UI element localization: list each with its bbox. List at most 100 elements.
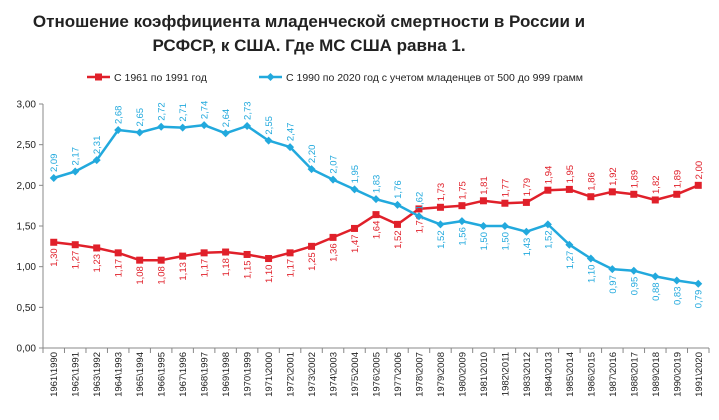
x-category-label: 1984\2013 <box>543 352 554 397</box>
series-2-data-label: 1,62 <box>414 192 425 211</box>
y-tick-label: 0,00 <box>17 344 37 355</box>
series-2-data-label: 0,83 <box>672 286 683 305</box>
series-1-marker <box>522 198 530 206</box>
series-2-data-label: 1,27 <box>565 251 576 270</box>
series-1-data-label: 1,71 <box>414 215 425 234</box>
series-2-marker <box>92 156 101 165</box>
x-category-label: 1964\1993 <box>114 352 125 397</box>
series-1-marker <box>479 197 487 205</box>
x-category-label: 1962\1991 <box>71 352 82 397</box>
series-1-data-label: 1,92 <box>608 167 619 186</box>
x-category-label: 1971\2000 <box>264 352 275 397</box>
series-2-marker <box>414 212 423 221</box>
x-category-label: 1970\1999 <box>243 352 254 397</box>
legend-swatch-marker-1 <box>95 73 102 81</box>
series-2-marker <box>135 128 144 137</box>
x-category-label: 1968\1997 <box>200 352 211 397</box>
x-category-label: 1987\2016 <box>608 352 619 397</box>
series-2-marker <box>629 266 638 275</box>
series-1-data-label: 1,27 <box>71 251 82 270</box>
series-2-marker <box>49 174 58 183</box>
series-1-marker <box>415 205 423 213</box>
series-1-data-label: 1,77 <box>500 179 511 197</box>
series-1-data-label: 1,81 <box>479 176 490 195</box>
series-1-marker <box>393 220 401 228</box>
x-category-label: 1980\2009 <box>457 352 468 397</box>
series-1-marker <box>71 241 79 249</box>
series-2-data-label: 1,76 <box>393 180 404 199</box>
series-2-marker <box>694 279 703 288</box>
series-2-data-label: 2,47 <box>286 123 297 142</box>
series-2-marker <box>372 195 380 204</box>
legend-label-1: С 1961 по 1991 год <box>114 72 207 84</box>
series-2-marker <box>436 220 445 229</box>
series-2-marker <box>114 126 123 135</box>
series-1-marker <box>565 185 573 193</box>
series-2-data-label: 2,72 <box>157 102 168 121</box>
series-1-marker <box>372 211 380 219</box>
series-1-data-label: 1,10 <box>264 265 275 284</box>
y-tick-label: 0,50 <box>17 303 37 314</box>
series-1-data-label: 1,95 <box>565 165 576 184</box>
series-2-marker <box>243 121 252 130</box>
legend-swatch-marker-2 <box>266 73 275 81</box>
series-2-data-label: 2,09 <box>49 154 60 173</box>
series-1-marker <box>200 249 208 257</box>
series-1-marker <box>329 233 337 241</box>
series-2-data-label: 1,50 <box>479 232 490 251</box>
series-1-data-label: 1,36 <box>329 243 340 261</box>
series-2-data-label: 1,56 <box>457 227 468 246</box>
x-category-label: 1990\2019 <box>672 352 683 397</box>
series-1-marker <box>458 202 466 210</box>
series-1-data-label: 1,86 <box>586 172 597 191</box>
chart-title-line-1: Отношение коэффициента младенческой смер… <box>33 12 585 31</box>
series-2-data-label: 2,31 <box>92 136 103 155</box>
series-2-data-label: 1,50 <box>500 232 511 251</box>
series-2-marker <box>307 165 316 174</box>
series-1-data-label: 1,25 <box>307 252 318 270</box>
x-category-label: 1974\2003 <box>329 352 340 397</box>
series-1-data-label: 1,47 <box>350 234 361 253</box>
series-2-marker <box>479 222 488 230</box>
series-2-data-label: 2,07 <box>329 155 340 174</box>
series-1-data-label: 1,52 <box>393 230 404 249</box>
series-1-marker <box>286 249 294 257</box>
series-1-marker <box>608 188 616 196</box>
series-2-data-label: 0,79 <box>694 290 705 309</box>
series-2-data-label: 2,65 <box>135 108 146 127</box>
x-category-label: 1977\2006 <box>393 352 404 397</box>
y-tick-label: 3,00 <box>17 100 37 111</box>
series-2-marker <box>71 167 80 176</box>
x-category-label: 1991\2020 <box>694 352 705 397</box>
series-1-marker <box>50 238 58 246</box>
series-2-marker <box>264 136 273 145</box>
x-category-label: 1972\2001 <box>286 352 297 397</box>
series-2-marker <box>565 240 574 249</box>
series-2-data-label: 1,43 <box>522 238 533 257</box>
series-2-data-label: 1,95 <box>350 165 361 184</box>
series-1-data-label: 1,18 <box>221 258 232 277</box>
series-1-marker <box>651 196 659 204</box>
series-1-data-label: 1,89 <box>672 170 683 189</box>
series-1-data-label: 1,94 <box>543 166 554 185</box>
x-category-label: 1966\1995 <box>157 352 168 397</box>
x-category-label: 1965\1994 <box>135 352 146 397</box>
series-1-data-label: 1,73 <box>436 183 447 202</box>
series-1-marker <box>243 250 251 258</box>
x-category-label: 1967\1996 <box>178 352 189 397</box>
series-1-data-label: 1,64 <box>372 221 383 240</box>
series-1-data-label: 1,30 <box>49 248 60 267</box>
series-1-data-label: 1,23 <box>92 254 103 273</box>
series-1-data-label: 1,17 <box>200 259 211 278</box>
x-category-label: 1975\2004 <box>350 352 361 397</box>
series-2-marker <box>500 222 509 230</box>
series-2-marker <box>608 265 617 274</box>
y-tick-label: 1,50 <box>17 222 37 233</box>
x-category-label: 1979\2008 <box>436 352 447 397</box>
series-2-data-label: 0,88 <box>651 282 662 301</box>
series-2-marker <box>457 217 466 226</box>
series-1-marker <box>265 255 273 263</box>
series-2-marker <box>543 220 552 229</box>
series-1-data-label: 1,82 <box>651 175 662 194</box>
series-2-marker <box>586 254 595 263</box>
